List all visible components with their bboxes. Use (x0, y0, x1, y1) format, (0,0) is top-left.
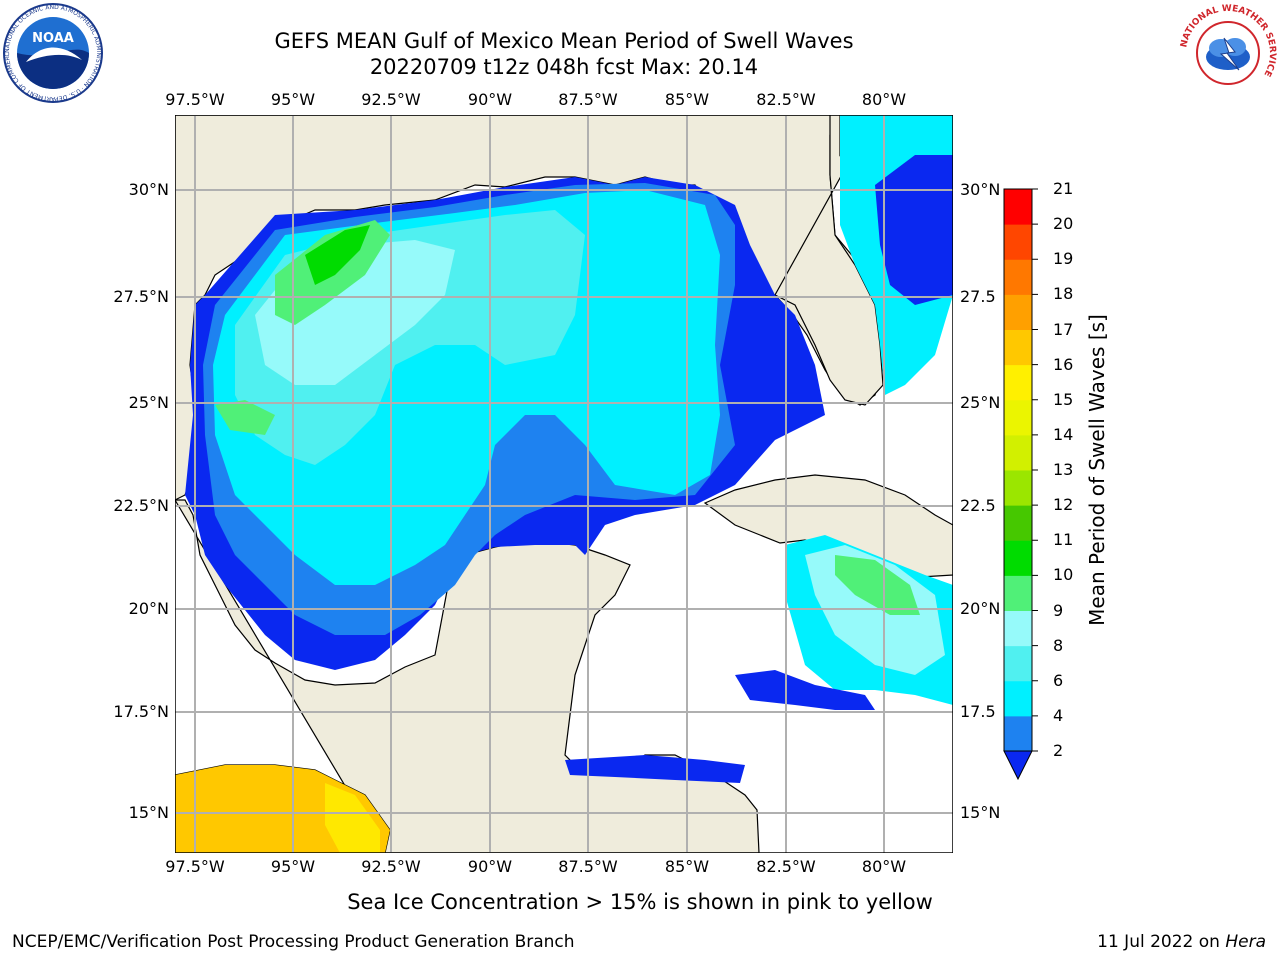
lon-label-top: 90°W (467, 90, 513, 109)
lon-label-bottom: 87.5°W (558, 857, 618, 876)
colorbar-tick-label: 14 (1053, 424, 1074, 444)
colorbar-tick-label: 15 (1053, 389, 1074, 409)
nws-logo: NATIONAL WEATHER SERVICE (1179, 4, 1277, 102)
chart-title: GEFS MEAN Gulf of Mexico Mean Period of … (274, 29, 854, 53)
lon-label-top: 82.5°W (756, 90, 816, 109)
caribbean-blue-swell (735, 670, 875, 710)
gulf-green-swell-2 (215, 400, 275, 435)
honduras-blue-swell (565, 755, 745, 783)
lat-label-right: 22.5 (960, 496, 996, 515)
colorbar-label: Mean Period of Swell Waves [s] (1085, 314, 1109, 626)
colorbar-bin (1004, 470, 1032, 506)
lon-label-bottom: 82.5°W (756, 857, 816, 876)
lon-label-top: 95°W (270, 90, 316, 109)
colorbar-tick-label: 19 (1053, 249, 1074, 269)
lon-label-bottom: 85°W (664, 857, 710, 876)
atlantic-blue-swell (875, 155, 953, 305)
colorbar-tick-label: 8 (1053, 635, 1064, 655)
colorbar-tick-label: 4 (1053, 705, 1064, 725)
colorbar-bin (1004, 329, 1032, 366)
gulf-bright-green-swell (305, 225, 370, 285)
swell-period-map (175, 115, 953, 853)
footer-date: 11 Jul 2022 on Hera (1097, 932, 1266, 952)
colorbar-tick-label: 2 (1053, 741, 1064, 760)
sea-ice-note: Sea Ice Concentration > 15% is shown in … (347, 890, 933, 914)
lat-label-right: 15°N (960, 803, 1001, 822)
lat-label-right: 27.5 (960, 287, 996, 306)
colorbar-tick-label: 10 (1053, 565, 1074, 585)
lat-label-left: 22.5°N (113, 496, 169, 515)
chart-subtitle: 20220709 t12z 048h fcst Max: 20.14 (369, 55, 759, 79)
lon-label-top: 85°W (664, 90, 710, 109)
colorbar-bin (1004, 224, 1032, 260)
lat-label-left: 15°N (128, 803, 169, 822)
colorbar-tick-label: 18 (1053, 284, 1074, 304)
land-cuba (703, 474, 953, 578)
colorbar-bin (1004, 680, 1032, 717)
colorbar-bin (1004, 575, 1032, 611)
lon-label-top: 92.5°W (361, 90, 421, 109)
colorbar-bin (1004, 505, 1032, 541)
colorbar-tick-label: 17 (1053, 319, 1074, 339)
colorbar-bin (1004, 259, 1032, 295)
lat-label-left: 25°N (128, 393, 169, 412)
colorbar-bin (1004, 645, 1032, 682)
footer-date-text: 11 Jul 2022 on (1097, 932, 1220, 952)
lon-label-bottom: 92.5°W (361, 857, 421, 876)
colorbar-tick-label: 11 (1053, 530, 1074, 550)
colorbar-tick-label: 21 (1053, 179, 1074, 198)
colorbar-bin (1004, 364, 1032, 401)
footer-host: Hera (1225, 932, 1266, 952)
colorbar-bin (1004, 434, 1032, 471)
lon-label-bottom: 97.5°W (165, 857, 225, 876)
colorbar-tick-label: 16 (1053, 354, 1074, 374)
caribbean-green-swell (835, 555, 920, 615)
lat-label-right: 25°N (960, 393, 1001, 412)
lon-label-top: 87.5°W (558, 90, 618, 109)
colorbar-tick-label: 20 (1053, 214, 1074, 234)
lon-label-top: 80°W (861, 90, 907, 109)
noaa-logo: NATIONAL OCEANIC AND ATMOSPHERIC ADMINIS… (2, 2, 103, 103)
noaa-logo-text: NOAA (32, 31, 74, 46)
colorbar-tick-label: 9 (1053, 600, 1064, 620)
lat-label-right: 17.5 (960, 702, 996, 721)
lon-label-bottom: 80°W (861, 857, 907, 876)
lat-label-left: 27.5°N (113, 287, 169, 306)
colorbar-bin (1004, 610, 1032, 647)
colorbar-bin (1004, 715, 1032, 752)
colorbar-bin (1004, 294, 1032, 330)
lon-label-bottom: 90°W (467, 857, 513, 876)
lon-label-top: 97.5°W (165, 90, 225, 109)
lon-label-bottom: 95°W (270, 857, 316, 876)
lat-label-left: 17.5°N (113, 702, 169, 721)
footer-credit: NCEP/EMC/Verification Post Processing Pr… (12, 932, 575, 952)
colorbar-tick-label: 6 (1053, 670, 1064, 690)
colorbar-extend-min (1003, 750, 1033, 781)
colorbar-tick-label: 13 (1053, 460, 1074, 479)
lat-label-left: 30°N (128, 180, 169, 199)
pacific-yellow-swell (325, 783, 380, 853)
colorbar-tick-label: 12 (1053, 495, 1074, 515)
map-grid (175, 115, 953, 853)
colorbar-bin (1004, 189, 1032, 225)
colorbar-bin (1004, 540, 1032, 576)
colorbar-bin (1004, 399, 1032, 436)
lat-label-right: 30°N (960, 180, 1001, 199)
lat-label-left: 20°N (128, 599, 169, 618)
colorbar (1003, 188, 1038, 781)
lat-label-right: 20°N (960, 599, 1001, 618)
